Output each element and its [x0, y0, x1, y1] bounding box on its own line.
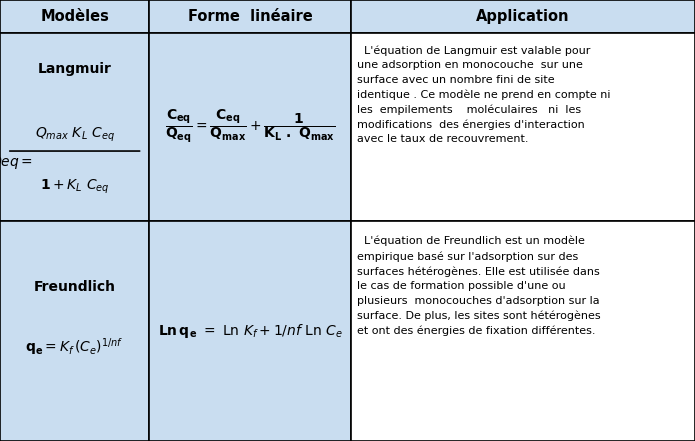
Text: $\mathit{Qeq}=$: $\mathit{Qeq}=$ — [0, 153, 33, 171]
Bar — [351, 0, 695, 33]
Text: Freundlich: Freundlich — [34, 280, 115, 294]
Bar — [149, 220, 351, 441]
Bar — [149, 0, 351, 33]
Text: $\mathbf{Ln\,q_e}\ =\ \mathrm{Ln}\ K_f + 1/nf\ \mathrm{Ln}\ C_e$: $\mathbf{Ln\,q_e}\ =\ \mathrm{Ln}\ K_f +… — [158, 322, 343, 340]
Text: Langmuir: Langmuir — [38, 63, 112, 76]
Text: Application: Application — [476, 9, 570, 24]
Text: Forme  linéaire: Forme linéaire — [188, 9, 313, 24]
Text: $\mathbf{q_e} = K_f\,(C_e)^{1/nf}$: $\mathbf{q_e} = K_f\,(C_e)^{1/nf}$ — [26, 336, 124, 357]
Text: L'équation de Langmuir est valable pour
une adsorption en monocouche  sur une
su: L'équation de Langmuir est valable pour … — [357, 45, 610, 145]
Text: Modèles: Modèles — [40, 9, 109, 24]
Bar — [0, 220, 149, 441]
Text: $\mathbf{1} + \mathit{K_L\ C_{eq}}$: $\mathbf{1} + \mathit{K_L\ C_{eq}}$ — [40, 178, 110, 196]
Bar — [0, 0, 149, 33]
Bar — [351, 220, 695, 441]
Bar — [149, 33, 351, 220]
Text: $\mathit{Q_{max}\ K_L\ C_{eq}}$: $\mathit{Q_{max}\ K_L\ C_{eq}}$ — [35, 126, 115, 145]
Bar — [0, 33, 149, 220]
Text: L'équation de Freundlich est un modèle
empirique basé sur l'adsorption sur des
s: L'équation de Freundlich est un modèle e… — [357, 236, 600, 336]
Text: $\dfrac{\mathbf{C_{eq}}}{\mathbf{Q_{eq}}} = \dfrac{\mathbf{C_{eq}}}{\mathbf{Q_{m: $\dfrac{\mathbf{C_{eq}}}{\mathbf{Q_{eq}}… — [165, 108, 336, 146]
Bar — [351, 33, 695, 220]
